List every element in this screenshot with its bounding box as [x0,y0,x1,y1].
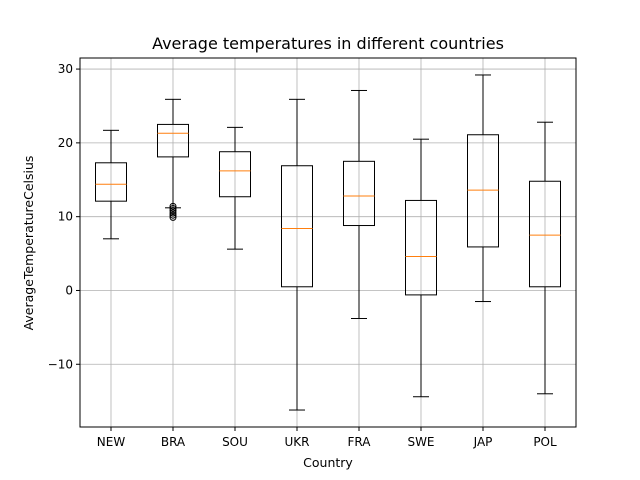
outlier-point [169,207,177,215]
x-tick-label: POL [533,435,557,449]
box-pol [529,121,561,395]
outlier-point [169,211,177,219]
x-axis-label: Country [303,455,353,470]
outlier-point [169,202,177,210]
box-fra [343,89,375,320]
box-bra [157,98,189,221]
box-sou [219,126,251,250]
box-iqr [281,165,313,288]
box-ukr [281,98,313,411]
box-iqr [219,151,251,198]
box-iqr [467,134,499,248]
box-jap [467,74,499,303]
x-axis: NEW BRA SOU UKR FRA SWE JAP POL [97,427,557,449]
outlier-point [169,205,177,213]
box-iqr [157,123,189,158]
y-tick-label: 20 [58,136,73,150]
plot-area-frame [79,57,577,428]
x-tick-label: FRA [348,435,372,449]
box-iqr [95,162,127,202]
boxes [95,74,561,411]
outlier-point [169,209,177,217]
y-axis: −10 0 10 20 30 [48,62,80,371]
x-tick-label: BRA [161,435,186,449]
y-tick-label: 10 [58,210,73,224]
y-tick-label: 30 [58,62,73,76]
y-tick-label: −10 [48,357,73,371]
outlier-point [169,213,177,221]
x-tick-label: SWE [407,435,434,449]
box-new [95,129,127,240]
chart-title: Average temperatures in different countr… [152,34,504,53]
grid-lines [80,58,576,427]
y-tick-label: 0 [65,283,73,297]
x-tick-label: UKR [285,435,310,449]
x-tick-label: SOU [222,435,248,449]
x-tick-label: NEW [97,435,126,449]
box-swe [405,138,437,398]
box-iqr [343,160,375,227]
x-tick-label: JAP [473,435,493,449]
y-axis-label: AverageTemperatureCelsius [21,156,36,331]
box-iqr [405,199,437,296]
box-iqr [529,180,561,288]
